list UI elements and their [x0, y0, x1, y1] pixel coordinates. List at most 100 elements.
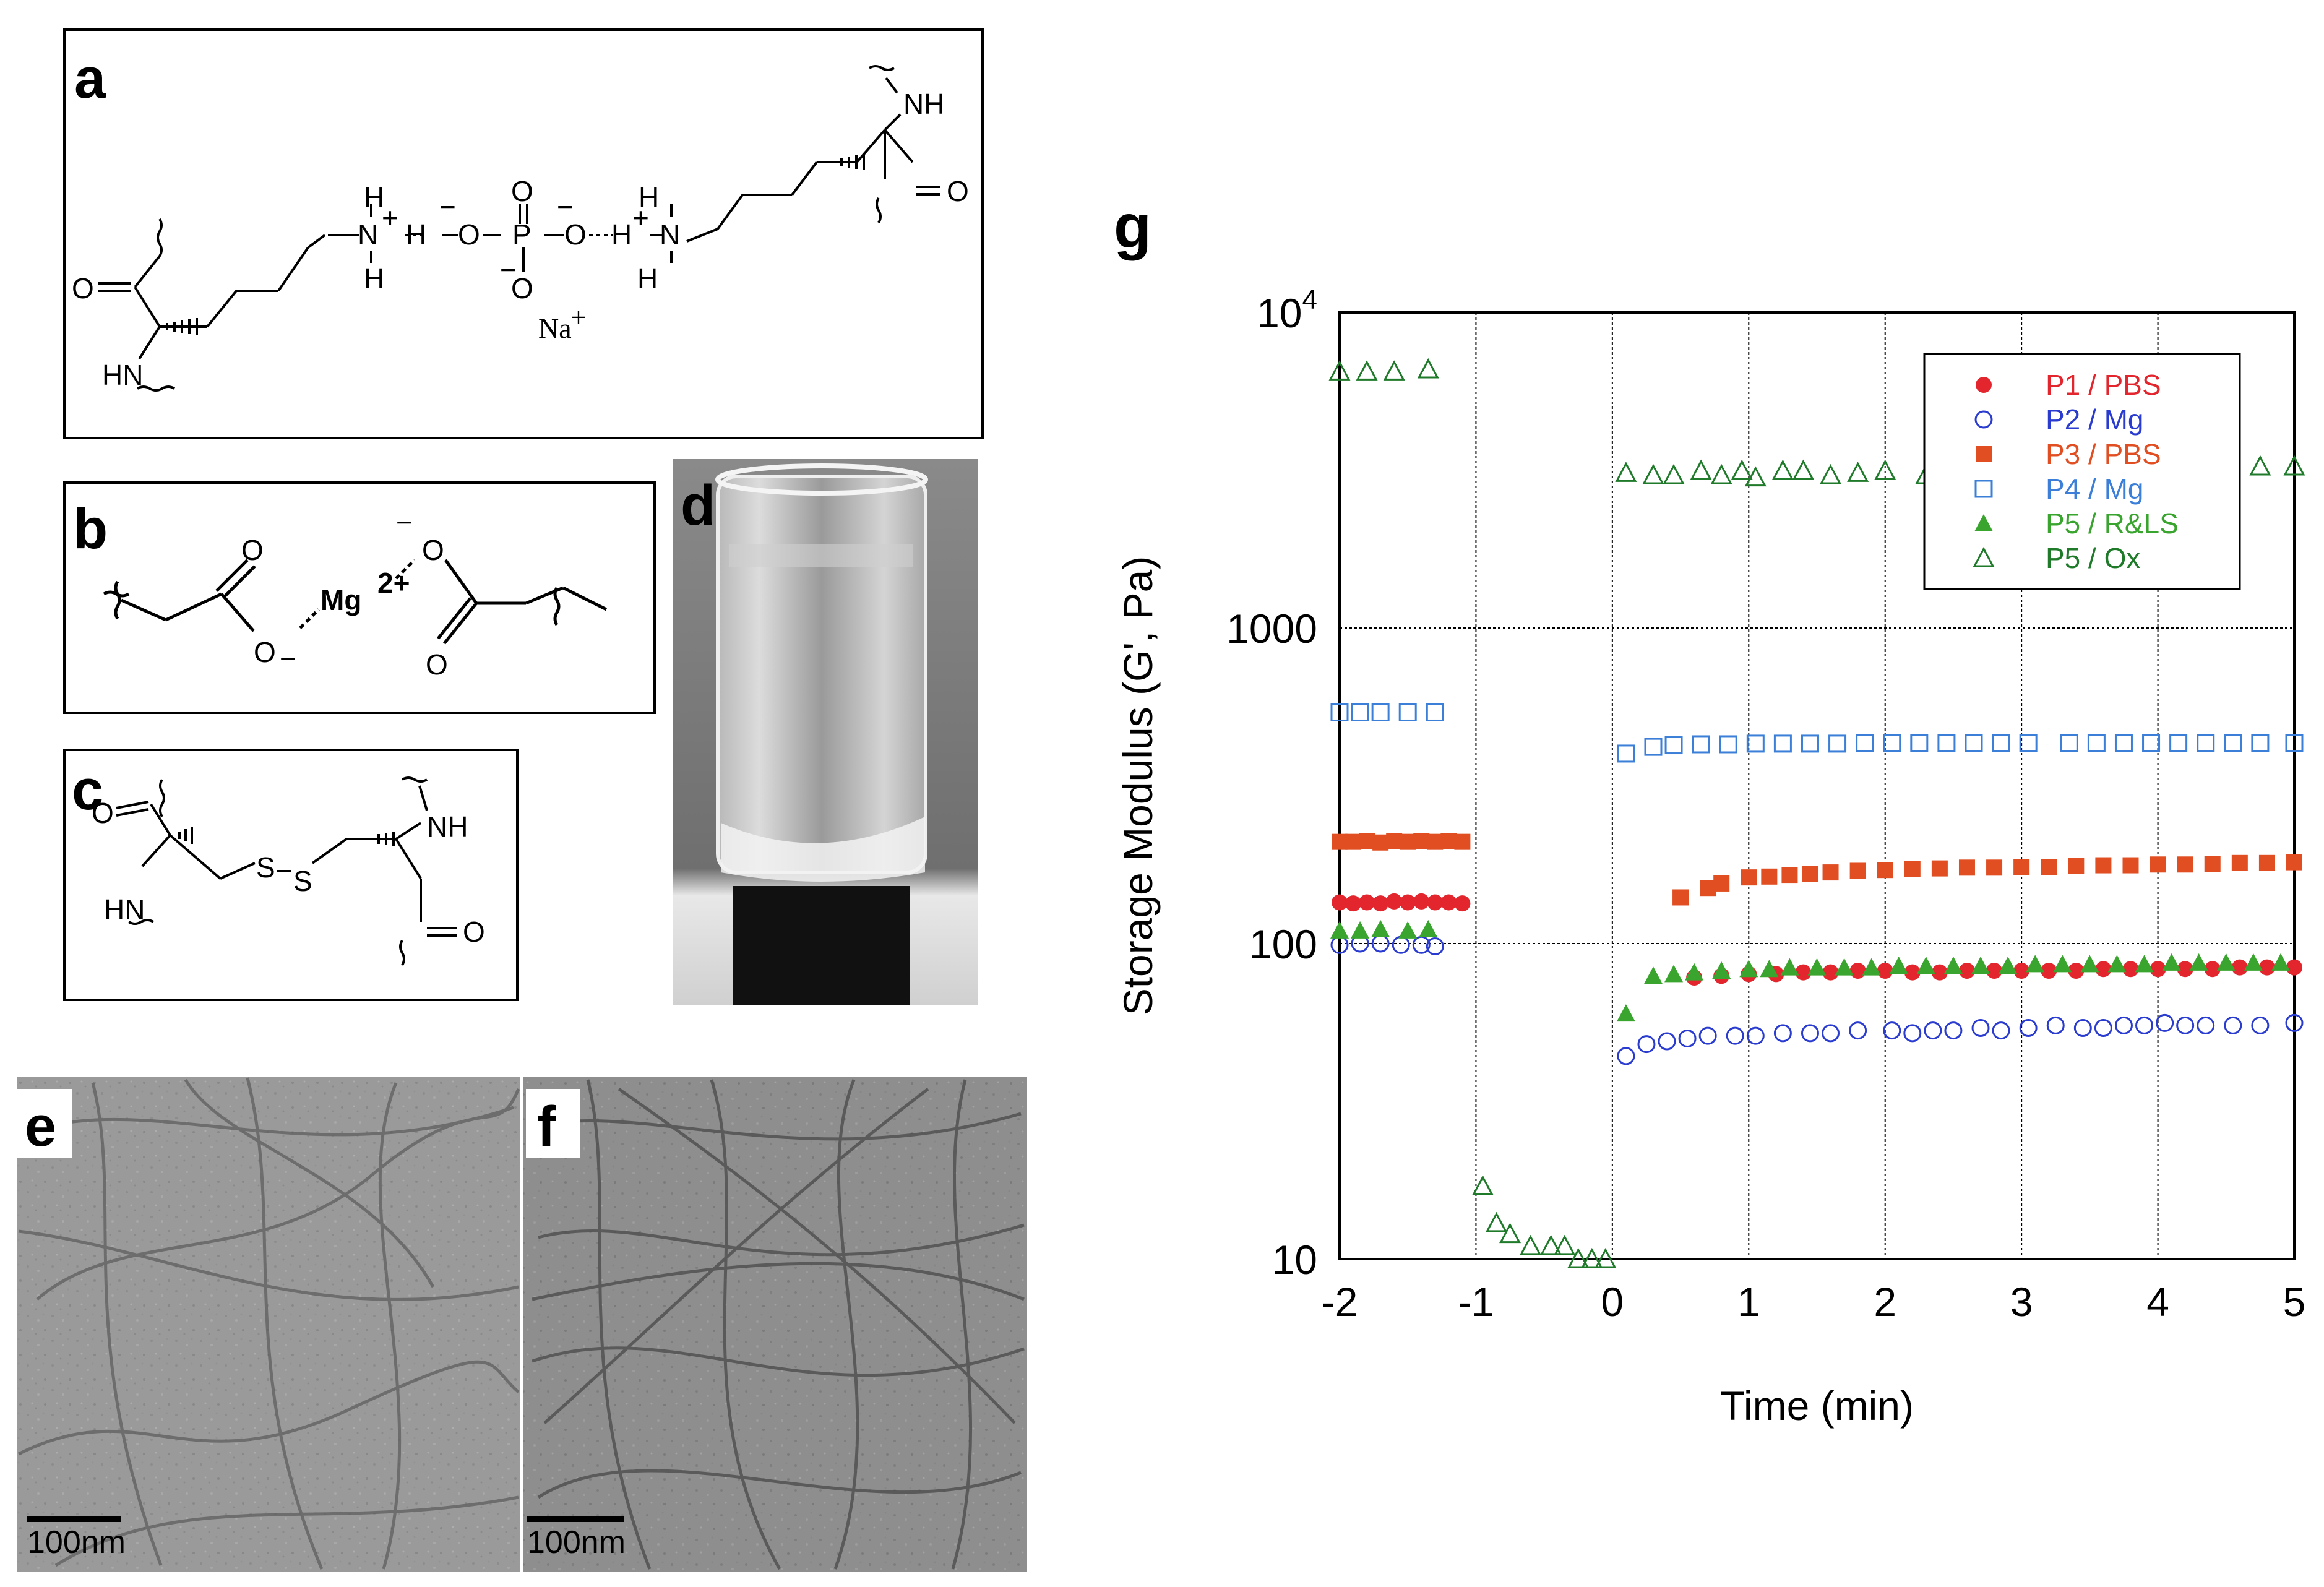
panel-f-micrograph: f 100nm	[523, 1077, 1027, 1572]
x-tick-label: 5	[2283, 1279, 2306, 1325]
data-point-series-6	[2283, 455, 2305, 476]
data-point-series-2	[1637, 1035, 1656, 1054]
data-point-series-2	[1992, 1021, 2010, 1040]
data-point-series-5	[2162, 953, 2181, 971]
data-point-series-3	[2041, 859, 2057, 875]
legend-marker-1	[1976, 377, 1992, 393]
data-point-series-1	[2122, 961, 2139, 978]
data-point-series-3	[1781, 867, 1798, 884]
data-point-series-2	[1726, 1026, 1744, 1045]
o-left: O	[92, 797, 114, 829]
data-point-series-2	[1849, 1021, 1867, 1040]
data-point-series-2	[2019, 1018, 2038, 1037]
panel-c-bonds	[116, 776, 457, 966]
legend-marker-6	[1973, 546, 1995, 567]
vial-band	[729, 544, 913, 567]
magnesium-ion: Mg	[321, 584, 361, 616]
data-point-series-2	[2156, 1013, 2174, 1032]
data-point-series-3	[1904, 861, 1921, 877]
data-point-series-5	[1643, 966, 1663, 984]
o-right: O	[947, 175, 969, 207]
data-point-series-3	[1672, 889, 1689, 906]
legend-label-4: P4 / Mg	[2046, 473, 2144, 505]
y-tick-label: 100	[1249, 921, 1317, 967]
legend-label-5: P5 / R&LS	[2046, 507, 2179, 540]
data-point-series-2	[2073, 1018, 2092, 1037]
data-point-series-5	[1351, 921, 1370, 939]
minus-o2: −	[557, 191, 574, 223]
data-point-series-2	[2176, 1016, 2195, 1034]
legend-label-2: P2 / Mg	[2046, 403, 2144, 436]
data-point-series-4	[2114, 734, 2133, 752]
x-tick-label: 4	[2146, 1279, 2169, 1325]
data-point-series-1	[2095, 961, 2112, 978]
h-right-top: H	[639, 181, 659, 213]
data-point-series-5	[1371, 919, 1390, 937]
data-point-series-2	[1883, 1021, 1901, 1040]
y-axis-label: Storage Modulus (G', Pa)	[1115, 556, 1161, 1016]
x-axis-label: Time (min)	[1720, 1383, 1914, 1429]
data-point-series-6	[1383, 360, 1405, 381]
data-point-series-1	[2177, 961, 2193, 978]
panel-f-label: f	[537, 1095, 556, 1158]
data-point-series-3	[1822, 864, 1839, 881]
panel-b: b O O − Mg 2+ − O O	[63, 481, 656, 714]
data-point-series-6	[1485, 1211, 1507, 1232]
legend-label-3: P3 / PBS	[2046, 438, 2161, 470]
data-point-series-2	[1773, 1024, 1792, 1043]
minus-o1: −	[439, 191, 456, 223]
data-point-series-1	[1931, 964, 1948, 981]
data-point-series-4	[2019, 734, 2038, 752]
panel-d-photo: d	[673, 459, 978, 1005]
o-top-right: O	[422, 534, 444, 566]
data-point-series-5	[1807, 958, 1827, 976]
o1: O	[458, 218, 480, 251]
panel-f-label-box	[526, 1089, 580, 1158]
minus-left: −	[280, 642, 296, 674]
data-point-series-2	[2251, 1016, 2270, 1034]
data-point-series-6	[1615, 462, 1637, 482]
vial-cap	[733, 886, 910, 1005]
data-point-series-5	[2107, 955, 2127, 973]
data-point-series-2	[1944, 1021, 1963, 1040]
data-point-series-4	[1992, 734, 2010, 752]
data-point-series-5	[2053, 955, 2072, 973]
x-tick-label: -2	[1322, 1279, 1358, 1325]
data-point-series-3	[1454, 833, 1471, 850]
data-point-series-1	[1795, 964, 1812, 981]
data-point-series-5	[1330, 921, 1349, 939]
data-point-series-1	[2258, 959, 2275, 976]
data-point-series-1	[2041, 962, 2057, 979]
panel-d-label: d	[681, 474, 715, 537]
data-point-series-1	[1904, 964, 1921, 981]
data-point-series-4	[1330, 703, 1349, 721]
data-point-series-2	[1698, 1026, 1717, 1045]
data-point-series-5	[1760, 960, 1779, 978]
data-point-series-5	[2026, 955, 2045, 973]
minus-bottom: −	[500, 254, 517, 286]
h-left-top: H	[364, 181, 384, 213]
data-point-series-6	[1710, 463, 1732, 484]
data-point-series-2	[2046, 1016, 2065, 1034]
o2: O	[564, 218, 587, 251]
data-point-series-6	[1820, 463, 1842, 484]
data-point-series-6	[1771, 459, 1794, 480]
data-point-series-1	[1958, 962, 1975, 979]
data-point-series-3	[1427, 833, 1444, 850]
legend-label-6: P5 / Ox	[2046, 542, 2140, 574]
data-point-series-4	[2224, 734, 2242, 752]
data-point-series-3	[2231, 854, 2248, 871]
data-point-series-4	[2169, 734, 2188, 752]
data-point-series-4	[1426, 703, 1444, 721]
o-bottom-right: O	[426, 648, 448, 681]
minus-right: −	[396, 506, 413, 538]
panel-e-label: e	[25, 1095, 56, 1158]
data-point-series-2	[1617, 1047, 1635, 1065]
data-point-series-5	[2135, 955, 2154, 973]
data-point-series-5	[1971, 956, 1990, 974]
data-point-series-3	[2177, 856, 2193, 873]
data-point-series-1	[1372, 895, 1389, 912]
p-atom: P	[512, 218, 532, 251]
panel-a-bonds	[98, 65, 940, 392]
data-point-series-5	[2189, 953, 2208, 971]
